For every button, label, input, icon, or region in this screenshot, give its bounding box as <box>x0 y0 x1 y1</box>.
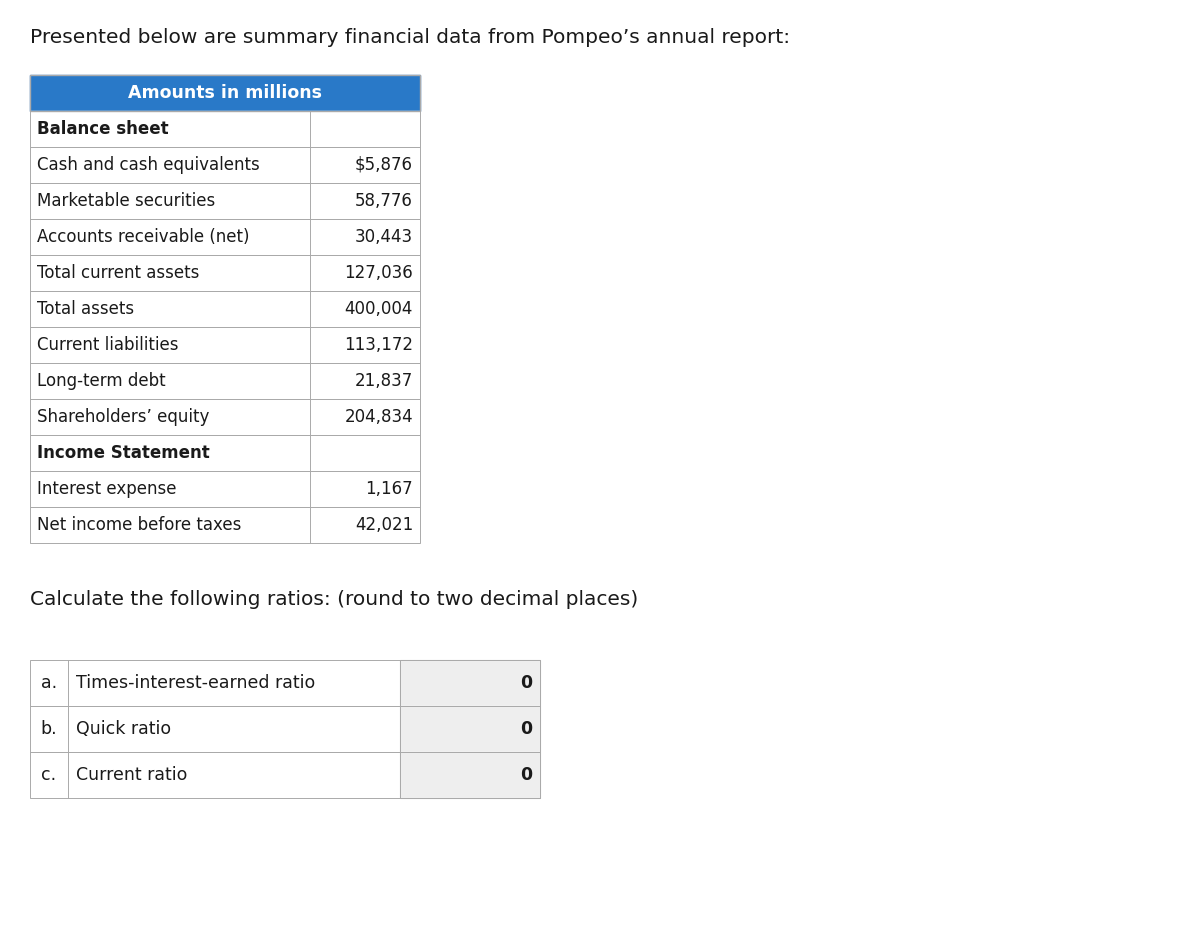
Bar <box>30 183 420 219</box>
Text: 30,443: 30,443 <box>355 228 413 246</box>
Text: a.: a. <box>41 674 58 692</box>
Text: Net income before taxes: Net income before taxes <box>37 516 241 534</box>
Text: 0: 0 <box>520 720 532 738</box>
Bar <box>30 471 420 507</box>
Bar <box>30 291 420 327</box>
Bar <box>30 399 420 435</box>
Text: c.: c. <box>42 766 56 784</box>
Text: 400,004: 400,004 <box>344 300 413 318</box>
Bar <box>30 660 540 706</box>
Bar <box>30 752 540 798</box>
Text: Balance sheet: Balance sheet <box>37 120 169 138</box>
Text: Amounts in millions: Amounts in millions <box>128 84 322 102</box>
Text: 204,834: 204,834 <box>344 408 413 426</box>
Bar <box>30 471 420 507</box>
Bar <box>400 660 540 706</box>
Bar <box>30 219 420 255</box>
Bar <box>30 706 540 752</box>
Bar <box>30 147 420 183</box>
Text: Presented below are summary financial data from Pompeo’s annual report:: Presented below are summary financial da… <box>30 28 790 47</box>
Text: 42,021: 42,021 <box>355 516 413 534</box>
Text: Long-term debt: Long-term debt <box>37 372 166 390</box>
Text: Marketable securities: Marketable securities <box>37 192 215 210</box>
Text: 0: 0 <box>520 674 532 692</box>
Text: Cash and cash equivalents: Cash and cash equivalents <box>37 156 259 174</box>
Bar <box>30 147 420 183</box>
Bar <box>30 507 420 543</box>
Bar <box>30 327 420 363</box>
Text: Interest expense: Interest expense <box>37 480 176 498</box>
Bar <box>30 183 420 219</box>
Bar <box>30 255 420 291</box>
Text: 113,172: 113,172 <box>344 336 413 354</box>
Bar <box>30 507 420 543</box>
Text: 21,837: 21,837 <box>355 372 413 390</box>
Text: Times-interest-earned ratio: Times-interest-earned ratio <box>76 674 316 692</box>
Bar <box>400 660 540 706</box>
Text: 127,036: 127,036 <box>344 264 413 282</box>
Bar <box>30 255 420 291</box>
Text: Current ratio: Current ratio <box>76 766 187 784</box>
Text: $5,876: $5,876 <box>355 156 413 174</box>
Bar <box>30 111 420 147</box>
Bar <box>30 435 420 471</box>
Text: Accounts receivable (net): Accounts receivable (net) <box>37 228 250 246</box>
Bar <box>30 111 420 147</box>
Text: Income Statement: Income Statement <box>37 444 210 462</box>
Bar <box>30 399 420 435</box>
Text: b.: b. <box>41 720 58 738</box>
Bar <box>30 706 540 752</box>
Bar <box>30 363 420 399</box>
Text: Total assets: Total assets <box>37 300 134 318</box>
Bar <box>400 706 540 752</box>
Bar <box>30 291 420 327</box>
Text: Quick ratio: Quick ratio <box>76 720 172 738</box>
Bar <box>30 75 420 111</box>
Text: 0: 0 <box>520 766 532 784</box>
Bar <box>30 75 420 111</box>
Bar <box>30 327 420 363</box>
Bar <box>30 660 540 706</box>
Text: Shareholders’ equity: Shareholders’ equity <box>37 408 209 426</box>
Text: Total current assets: Total current assets <box>37 264 199 282</box>
Bar <box>400 706 540 752</box>
Text: 1,167: 1,167 <box>365 480 413 498</box>
Bar <box>400 752 540 798</box>
Bar <box>30 752 540 798</box>
Bar <box>30 363 420 399</box>
Bar <box>30 435 420 471</box>
Bar <box>400 752 540 798</box>
Text: Current liabilities: Current liabilities <box>37 336 179 354</box>
Bar <box>30 219 420 255</box>
Text: Calculate the following ratios: (round to two decimal places): Calculate the following ratios: (round t… <box>30 590 638 609</box>
Text: 58,776: 58,776 <box>355 192 413 210</box>
